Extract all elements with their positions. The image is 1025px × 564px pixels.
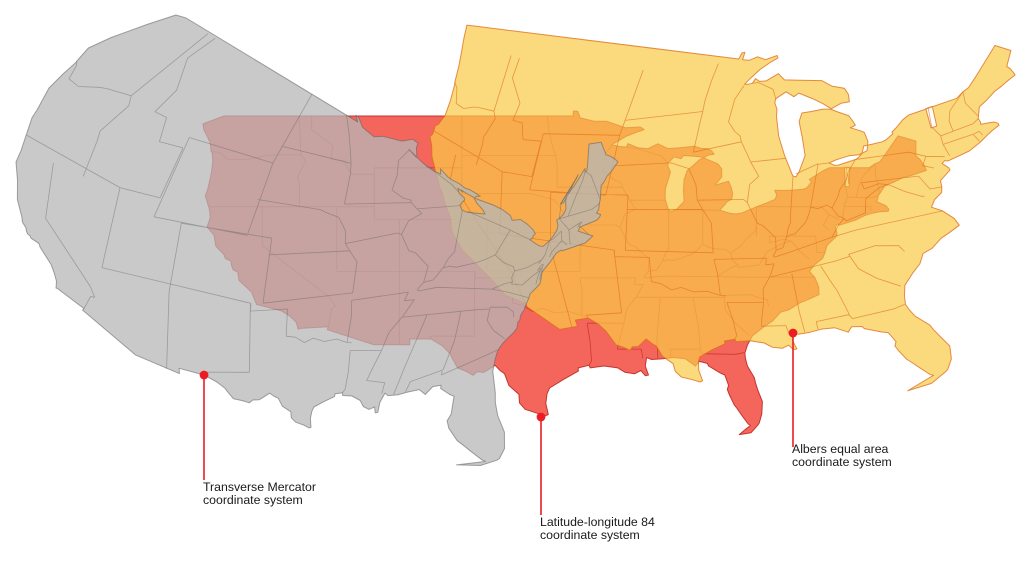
svg-text:Transverse Mercator: Transverse Mercator [203,480,316,494]
svg-text:coordinate system: coordinate system [792,455,892,469]
svg-text:coordinate system: coordinate system [203,493,303,507]
svg-text:Latitude-longitude 84: Latitude-longitude 84 [540,515,655,529]
svg-text:Albers equal area: Albers equal area [792,442,889,456]
svg-text:coordinate system: coordinate system [540,528,640,542]
